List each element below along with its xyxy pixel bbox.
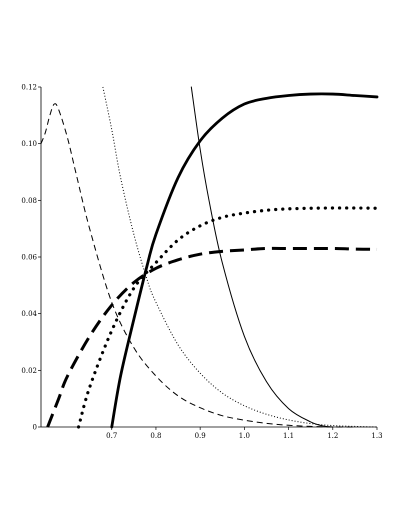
ticks: 0 0.02 0.04 0.06 0.08 0.10 0.12 0.7 0.8 0.9 1.0 1.1… (21, 84, 382, 441)
y-tick-label: 0.12 (21, 84, 37, 92)
x-tick-label: 1.0 (239, 432, 250, 440)
series-line-thin-solid (190, 86, 334, 428)
x-tick-label: 1.1 (283, 432, 294, 440)
x-tick-label: 0.9 (195, 432, 206, 440)
y-tick-label: 0.08 (21, 197, 37, 205)
x-tick-label: 0.8 (150, 432, 161, 440)
y-tick-label: 0 (33, 424, 37, 432)
x-tick-label: 1.2 (327, 432, 338, 440)
series-line-thick-dotted (76, 206, 379, 429)
series-layer (40, 86, 379, 429)
series-line-thin-dotted (102, 86, 378, 428)
y-tick-label: 0.04 (21, 310, 37, 318)
axes (40, 87, 377, 428)
y-tick-label: 0.06 (21, 254, 37, 262)
x-tick-label: 0.7 (106, 432, 117, 440)
series-line-thin-dashed (40, 103, 355, 428)
y-tick-label: 0.10 (21, 140, 37, 148)
x-tick-label: 1.3 (371, 432, 382, 440)
series-line-thick-solid (110, 92, 379, 429)
y-tick-label: 0.02 (21, 367, 37, 375)
series-line-thick-dashed (46, 246, 378, 428)
